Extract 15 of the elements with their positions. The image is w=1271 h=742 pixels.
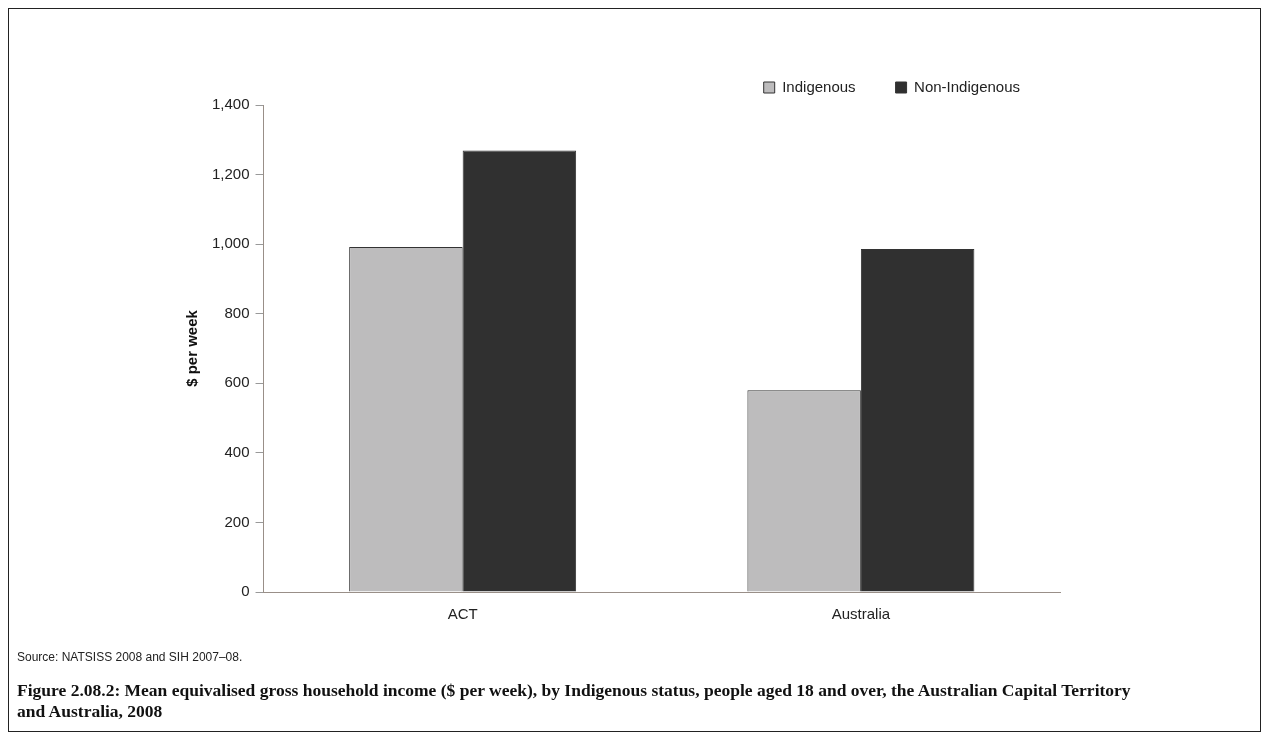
x-tick-label: ACT bbox=[447, 605, 478, 623]
y-tick-label: 1,000 bbox=[211, 234, 250, 252]
y-tick-label: 1,400 bbox=[211, 95, 250, 113]
source-note: Source: NATSISS 2008 and SIH 2007–08. bbox=[17, 650, 243, 664]
legend-label: Indigenous bbox=[782, 77, 856, 95]
text: Figure 2.08.2: Mean equivalised gross household income ($ per week), by Indigenous status, people aged 18 and over, the Australian Capital Territory and Australia, 2008 bbox=[17, 680, 1132, 722]
y-tick-label: 0 bbox=[241, 582, 250, 600]
y-tick-label: 1,200 bbox=[211, 164, 250, 182]
x-tick-label: Australia bbox=[831, 605, 891, 623]
legend-label: Non-Indigenous bbox=[914, 77, 1021, 95]
y-tick-label: 200 bbox=[224, 512, 250, 530]
y-tick-label: 600 bbox=[224, 373, 250, 391]
y-axis-title: $ per week bbox=[183, 309, 201, 387]
y-tick-label: 400 bbox=[224, 443, 250, 460]
y-tick-label: 800 bbox=[224, 303, 250, 321]
